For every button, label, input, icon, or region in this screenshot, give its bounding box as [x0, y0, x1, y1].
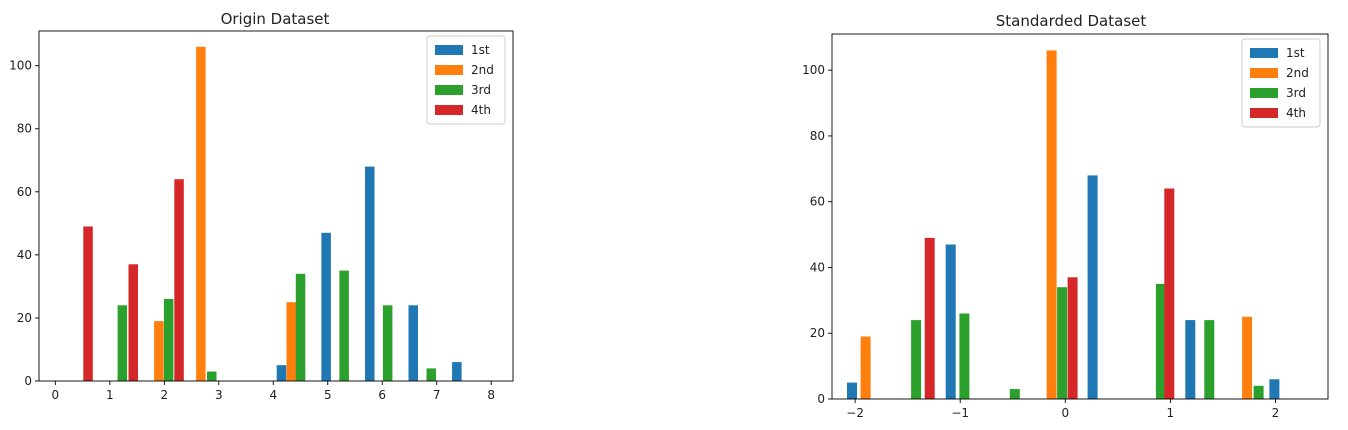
bar-2nd-2: [1242, 316, 1253, 399]
y-tick-label: 0: [24, 374, 32, 388]
bar-3rd-2: [1009, 389, 1020, 399]
y-tick-label: 20: [810, 326, 825, 340]
legend-swatch-4th: [435, 105, 463, 115]
y-tick-label: 40: [810, 260, 825, 274]
bar-3rd-3: [295, 273, 306, 381]
legend-swatch-1st: [435, 45, 463, 55]
x-tick-label: 4: [269, 388, 277, 402]
standarded-dataset-chart: Standarded Dataset −2 −1 0 1 20204060801001s…: [802, 12, 1329, 420]
x-tick-label: 6: [378, 388, 386, 402]
legend-label-1st: 1st: [471, 43, 490, 57]
x-tick-label: 1: [106, 388, 114, 402]
origin-dataset-chart: Origin Dataset 0 1 2 3 4 5 6 7 80204060801001st2…: [9, 10, 514, 402]
bar-3rd-6: [426, 368, 436, 381]
bar-4th-1: [128, 264, 138, 381]
bar-2nd-0: [154, 321, 164, 381]
y-tick-label: 60: [810, 195, 825, 209]
bar-1st-3: [408, 305, 418, 381]
bar-1st-1: [321, 232, 331, 381]
bar-3rd-1: [959, 313, 970, 399]
bar-1st-2: [365, 166, 375, 381]
legend-label-2nd: 2nd: [471, 63, 494, 77]
bar-2nd-0: [860, 336, 871, 399]
bar-1st-4: [452, 362, 462, 381]
y-tick-label: 80: [17, 122, 32, 136]
legend-label-2nd: 2nd: [1286, 66, 1309, 80]
x-tick-label: 8: [487, 388, 495, 402]
y-tick-label: 0: [817, 392, 825, 406]
bar-2nd-1: [196, 46, 206, 382]
bar-3rd-4: [1155, 283, 1166, 399]
x-tick-label: 2: [160, 388, 168, 402]
legend-label-1st: 1st: [1286, 46, 1305, 60]
bar-1st-0: [276, 365, 287, 381]
bar-1st-3: [1185, 320, 1196, 399]
y-tick-label: 80: [810, 129, 825, 143]
x-tick-label: 2: [1272, 406, 1280, 420]
y-tick-label: 40: [17, 248, 32, 262]
bar-3rd-0: [117, 305, 128, 381]
legend-box: [426, 35, 506, 125]
y-tick-label: 100: [802, 63, 825, 77]
legend-box: [1241, 38, 1321, 128]
x-tick-label: 7: [433, 388, 441, 402]
bar-4th-0: [83, 226, 93, 381]
chart-title: Standarded Dataset: [996, 12, 1147, 30]
bar-4th-0: [924, 237, 935, 399]
x-tick-label: 1: [1167, 406, 1175, 420]
bar-2nd-2: [286, 302, 296, 381]
bar-2nd-1: [1046, 50, 1057, 400]
y-tick-label: 100: [9, 59, 32, 73]
bar-3rd-4: [339, 270, 349, 381]
bar-3rd-5: [382, 305, 393, 381]
bar-3rd-0: [911, 320, 922, 399]
legend-label-4th: 4th: [1286, 106, 1306, 120]
bar-4th-1: [1067, 277, 1078, 399]
plot-frame: [831, 33, 1329, 400]
plot-frame: [38, 30, 514, 382]
x-tick-label: 5: [324, 388, 332, 402]
x-tick-label: 0: [52, 388, 60, 402]
legend-swatch-1st: [1250, 48, 1278, 58]
legend-swatch-4th: [1250, 108, 1278, 118]
legend-swatch-2nd: [1250, 68, 1278, 78]
legend-label-4th: 4th: [471, 103, 491, 117]
legend: 1st 2nd 3rd 4th: [426, 35, 506, 125]
bar-4th-2: [1164, 188, 1175, 399]
bar-1st-4: [1269, 379, 1280, 399]
x-tick-label: −2: [846, 406, 864, 420]
legend-label-3rd: 3rd: [471, 83, 491, 97]
chart-title: Origin Dataset: [221, 10, 330, 28]
y-tick-label: 60: [17, 185, 32, 199]
bar-3rd-2: [207, 371, 217, 381]
legend: 1st 2nd 3rd 4th: [1241, 38, 1321, 128]
bar-1st-0: [847, 382, 857, 399]
bar-1st-1: [945, 244, 956, 399]
y-tick-label: 20: [17, 311, 32, 325]
legend-label-3rd: 3rd: [1286, 86, 1306, 100]
bar-3rd-1: [163, 299, 174, 381]
bar-3rd-5: [1204, 320, 1215, 399]
legend-swatch-2nd: [435, 65, 463, 75]
x-tick-label: −1: [951, 406, 969, 420]
legend-swatch-3rd: [1250, 88, 1278, 98]
bar-1st-2: [1087, 175, 1098, 399]
x-tick-label: 3: [215, 388, 223, 402]
x-tick-label: 0: [1061, 406, 1069, 420]
bar-3rd-3: [1057, 287, 1068, 399]
bar-3rd-6: [1253, 385, 1264, 399]
legend-swatch-3rd: [435, 85, 463, 95]
bar-4th-2: [174, 179, 184, 381]
